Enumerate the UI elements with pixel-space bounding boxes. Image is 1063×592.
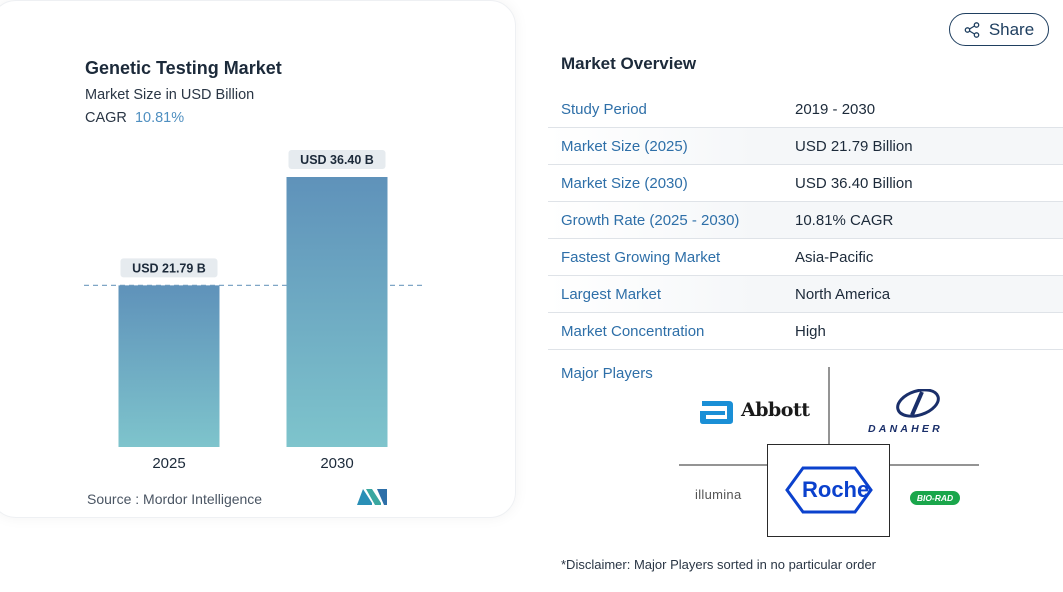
x-tick-label: 2030	[320, 455, 353, 472]
overview-value: 2019 - 2030	[795, 100, 876, 118]
overview-value: Asia-Pacific	[795, 248, 874, 266]
data-label-bg	[288, 150, 386, 169]
overview-value: 10.81% CAGR	[795, 211, 894, 229]
overview-row: Study Period 2019 - 2030	[548, 91, 1063, 128]
overview-key[interactable]: Growth Rate (2025 - 2030)	[561, 211, 740, 229]
overview-key[interactable]: Fastest Growing Market	[561, 248, 721, 266]
disclaimer-text: *Disclaimer: Major Players sorted in no …	[561, 557, 877, 572]
player-illumina: illumina	[695, 487, 742, 502]
abbott-logo-icon	[700, 401, 733, 424]
chart-source: Source : Mordor Intelligence	[87, 491, 263, 507]
data-label-bg	[120, 258, 218, 278]
data-label: USD 21.79 B	[132, 261, 206, 275]
player-danaher: DANAHER	[868, 423, 943, 435]
players-grid	[679, 367, 979, 537]
overview-value: USD 36.40 Billion	[795, 174, 913, 192]
share-button[interactable]: Share	[949, 13, 1049, 46]
overview-table: Study Period 2019 - 2030 Market Size (2025…	[548, 91, 1063, 350]
bar-chart: USD 21.79 B 2025 USD 36.40 B 2030	[84, 150, 426, 472]
cagr-line: CAGR 10.81%	[85, 110, 184, 126]
player-abbott: Abbott	[741, 399, 810, 421]
mordor-logo-icon	[357, 489, 387, 505]
roche-logo-icon	[785, 466, 873, 514]
overview-value: North America	[795, 285, 891, 303]
overview-row: Fastest Growing Market Asia-Pacific	[548, 239, 1063, 276]
cagr-value: 10.81%	[134, 110, 185, 126]
overview-key[interactable]: Market Size (2030)	[561, 174, 688, 192]
player-biorad: BIO-RAD	[910, 491, 960, 505]
x-tick-label: 2025	[152, 455, 185, 472]
overview-key[interactable]: Market Concentration	[561, 322, 705, 340]
overview-row: Market Concentration High	[548, 313, 1063, 350]
cagr-label: CAGR	[85, 110, 127, 126]
overview-key[interactable]: Study Period	[561, 100, 647, 118]
share-label: Share	[988, 19, 1035, 39]
bar-2030	[286, 177, 388, 447]
overview-key[interactable]: Market Size (2025)	[561, 137, 688, 155]
overview-row: Growth Rate (2025 - 2030) 10.81% CAGR	[548, 202, 1063, 239]
overview-value: USD 21.79 Billion	[795, 137, 913, 155]
chart-subtitle: Market Size in USD Billion	[85, 87, 255, 103]
danaher-logo-icon	[896, 389, 940, 418]
chart-title: Genetic Testing Market	[85, 58, 282, 78]
overview-key[interactable]: Largest Market	[561, 285, 662, 303]
overview-row: Market Size (2025) USD 21.79 Billion	[548, 128, 1063, 165]
overview-row: Market Size (2030) USD 36.40 Billion	[548, 165, 1063, 202]
bar-2025	[118, 285, 220, 447]
major-players-label: Major Players	[561, 365, 653, 382]
overview-value: High	[795, 322, 826, 340]
player-roche: Roche	[802, 477, 870, 502]
overview-row: Largest Market North America	[548, 276, 1063, 313]
chart-card	[0, 0, 516, 518]
share-icon	[964, 21, 980, 38]
data-label: USD 36.40 B	[300, 153, 374, 167]
overview-title: Market Overview	[561, 54, 697, 73]
